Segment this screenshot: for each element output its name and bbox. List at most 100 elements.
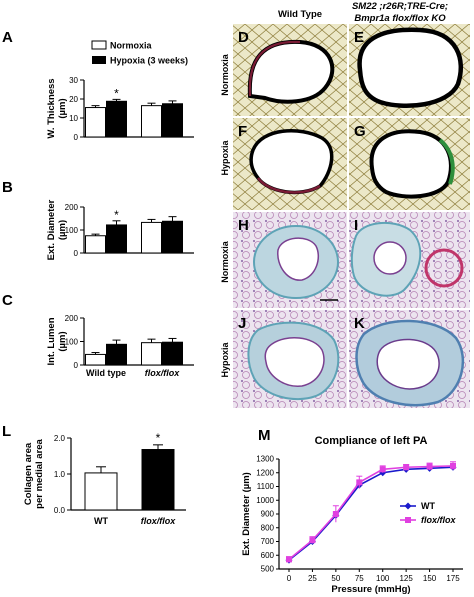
y-tick-label-a: 0 [74, 133, 79, 142]
legend-label-hypoxia: Hypoxia (3 weeks) [110, 56, 188, 66]
column-header-ko-line1: SM22 ;r26R;TRE-Cre; [352, 1, 448, 12]
chart-L: 0.0 1.0 2.0 Collagen area per medial area WT f… [23, 431, 186, 526]
point-flox [309, 537, 316, 544]
x-tick-label-m: 100 [376, 574, 390, 583]
y-tick-label-m: 700 [261, 537, 275, 546]
group-label-flox: flox/flox [145, 368, 180, 378]
panel-label-M: M [258, 427, 271, 444]
micrograph-J: J [233, 310, 347, 408]
row-label-normoxia-bottom: Normoxia [220, 240, 230, 283]
bar-hypoxia-a [106, 100, 127, 138]
legend-swatch-hypoxia [92, 56, 106, 64]
y-axis-title-b: Ext. Diameter [46, 199, 57, 260]
point-flox [286, 556, 292, 563]
y-tick-label-m: 500 [261, 565, 275, 574]
y-tick-label-b: 0 [74, 249, 79, 258]
y-axis-unit-c: (µm) [57, 331, 68, 351]
group-label-wild-type: Wild type [86, 368, 126, 378]
y-tick-label-a: 20 [69, 95, 78, 104]
chart-B: 0 100 200 Ext. Diameter (µm) * [46, 199, 194, 260]
legend-label-wt: WT [421, 501, 435, 511]
micrograph-D: D [233, 24, 347, 116]
legend-swatch-normoxia [91, 40, 107, 50]
y-tick-label-m: 1300 [256, 455, 274, 464]
panel-label-C: C [2, 292, 13, 309]
panel-C: C 0 100 200 Int. Lumen (µm) Wild type flox/f… [2, 292, 194, 378]
y-axis-unit-a: (µm) [57, 98, 68, 118]
column-header-wild-type: Wild Type [278, 9, 322, 20]
panel-M: M Compliance of left PA50060070080090010… [241, 427, 463, 595]
series-line-wt [288, 466, 454, 561]
column-header-ko-line2: Bmpr1a flox/flox KO [354, 13, 446, 24]
micrograph-G: G [349, 118, 470, 210]
micrograph-F: F [233, 118, 347, 210]
legend-label-flox: flox/flox [421, 515, 456, 525]
x-tick-label-m: 0 [287, 574, 292, 583]
bar-hypoxia-b [106, 224, 127, 254]
bar-normoxia-b [141, 221, 162, 254]
y-tick-label-l: 0.0 [54, 506, 66, 515]
y-tick-label-a: 30 [69, 76, 78, 85]
micrograph-K: K [349, 310, 470, 408]
y-tick-label-c: 200 [65, 314, 79, 323]
bar-hypoxia-b [162, 220, 183, 254]
y-tick-label-m: 800 [261, 523, 275, 532]
point-flox [332, 511, 339, 517]
y-tick-label-c: 0 [74, 361, 79, 370]
bar-hypoxia-c [162, 341, 183, 366]
bar-hypoxia-a [162, 103, 183, 138]
legend-marker-flox [405, 517, 411, 523]
x-category-label-l: WT [94, 516, 108, 526]
panel-L: L 0.0 1.0 2.0 Collagen area per medial area W… [2, 423, 186, 526]
point-flox [379, 466, 386, 473]
x-tick-label-m: 150 [423, 574, 437, 583]
y-axis-title-m: Ext. Diameter (µm) [241, 472, 252, 556]
bar-l [141, 449, 175, 511]
y-tick-label-m: 1100 [257, 482, 275, 491]
bar-normoxia-c [85, 353, 106, 366]
micrograph-label-J: J [238, 315, 246, 332]
y-tick-label-l: 1.0 [54, 470, 66, 479]
y-axis-unit-b: (µm) [57, 220, 68, 240]
y-tick-label-m: 900 [261, 510, 275, 519]
point-flox [356, 479, 363, 486]
y-axis-title-a: W. Thickness [46, 78, 57, 138]
x-tick-label-m: 175 [446, 574, 460, 583]
legend-marker-wt [404, 502, 412, 510]
series-line-flox [288, 465, 454, 560]
significance-star-l: * [156, 431, 161, 445]
significance-star-b: * [114, 208, 119, 222]
bar-normoxia-a [85, 107, 106, 138]
legend: Normoxia Hypoxia (3 weeks) [91, 40, 188, 66]
x-tick-label-m: 125 [399, 574, 413, 583]
point-flox [403, 464, 410, 471]
micrograph-E: E [349, 24, 470, 116]
panel-B: B 0 100 200 Ext. Diameter (µm) * [2, 179, 194, 260]
bar-normoxia-c [141, 342, 162, 366]
panel-A: A Normoxia Hypoxia (3 weeks) 0 10 20 30 W. T… [2, 29, 194, 142]
bar-normoxia-b [85, 235, 106, 254]
chart-M: Compliance of left PA5006007008009001000… [241, 435, 463, 595]
legend-label-normoxia: Normoxia [110, 41, 153, 51]
chart-A: 0 10 20 30 W. Thickness (µm) * [46, 76, 194, 142]
point-flox [426, 463, 433, 470]
y-tick-label-b: 100 [65, 226, 79, 235]
chart-C: 0 100 200 Int. Lumen (µm) [46, 314, 194, 370]
y-tick-label-l: 2.0 [54, 434, 66, 443]
micrograph-label-K: K [354, 315, 365, 332]
panel-label-B: B [2, 179, 13, 196]
bar-normoxia-a [141, 105, 162, 138]
x-category-label-l: flox/flox [141, 516, 176, 526]
row-label-hypoxia-bottom: Hypoxia [220, 342, 230, 378]
bar-l [84, 472, 118, 511]
row-label-normoxia-top: Normoxia [220, 53, 230, 96]
y-axis-title-c: Int. Lumen [46, 317, 57, 365]
point-flox [450, 462, 456, 469]
significance-star-a: * [114, 86, 119, 100]
x-axis-title-m: Pressure (mmHg) [331, 584, 410, 595]
y-tick-label-b: 200 [65, 203, 79, 212]
micrograph-label-I: I [354, 217, 358, 234]
micrograph-H: H [233, 212, 347, 308]
micrograph-label-D: D [238, 29, 249, 46]
